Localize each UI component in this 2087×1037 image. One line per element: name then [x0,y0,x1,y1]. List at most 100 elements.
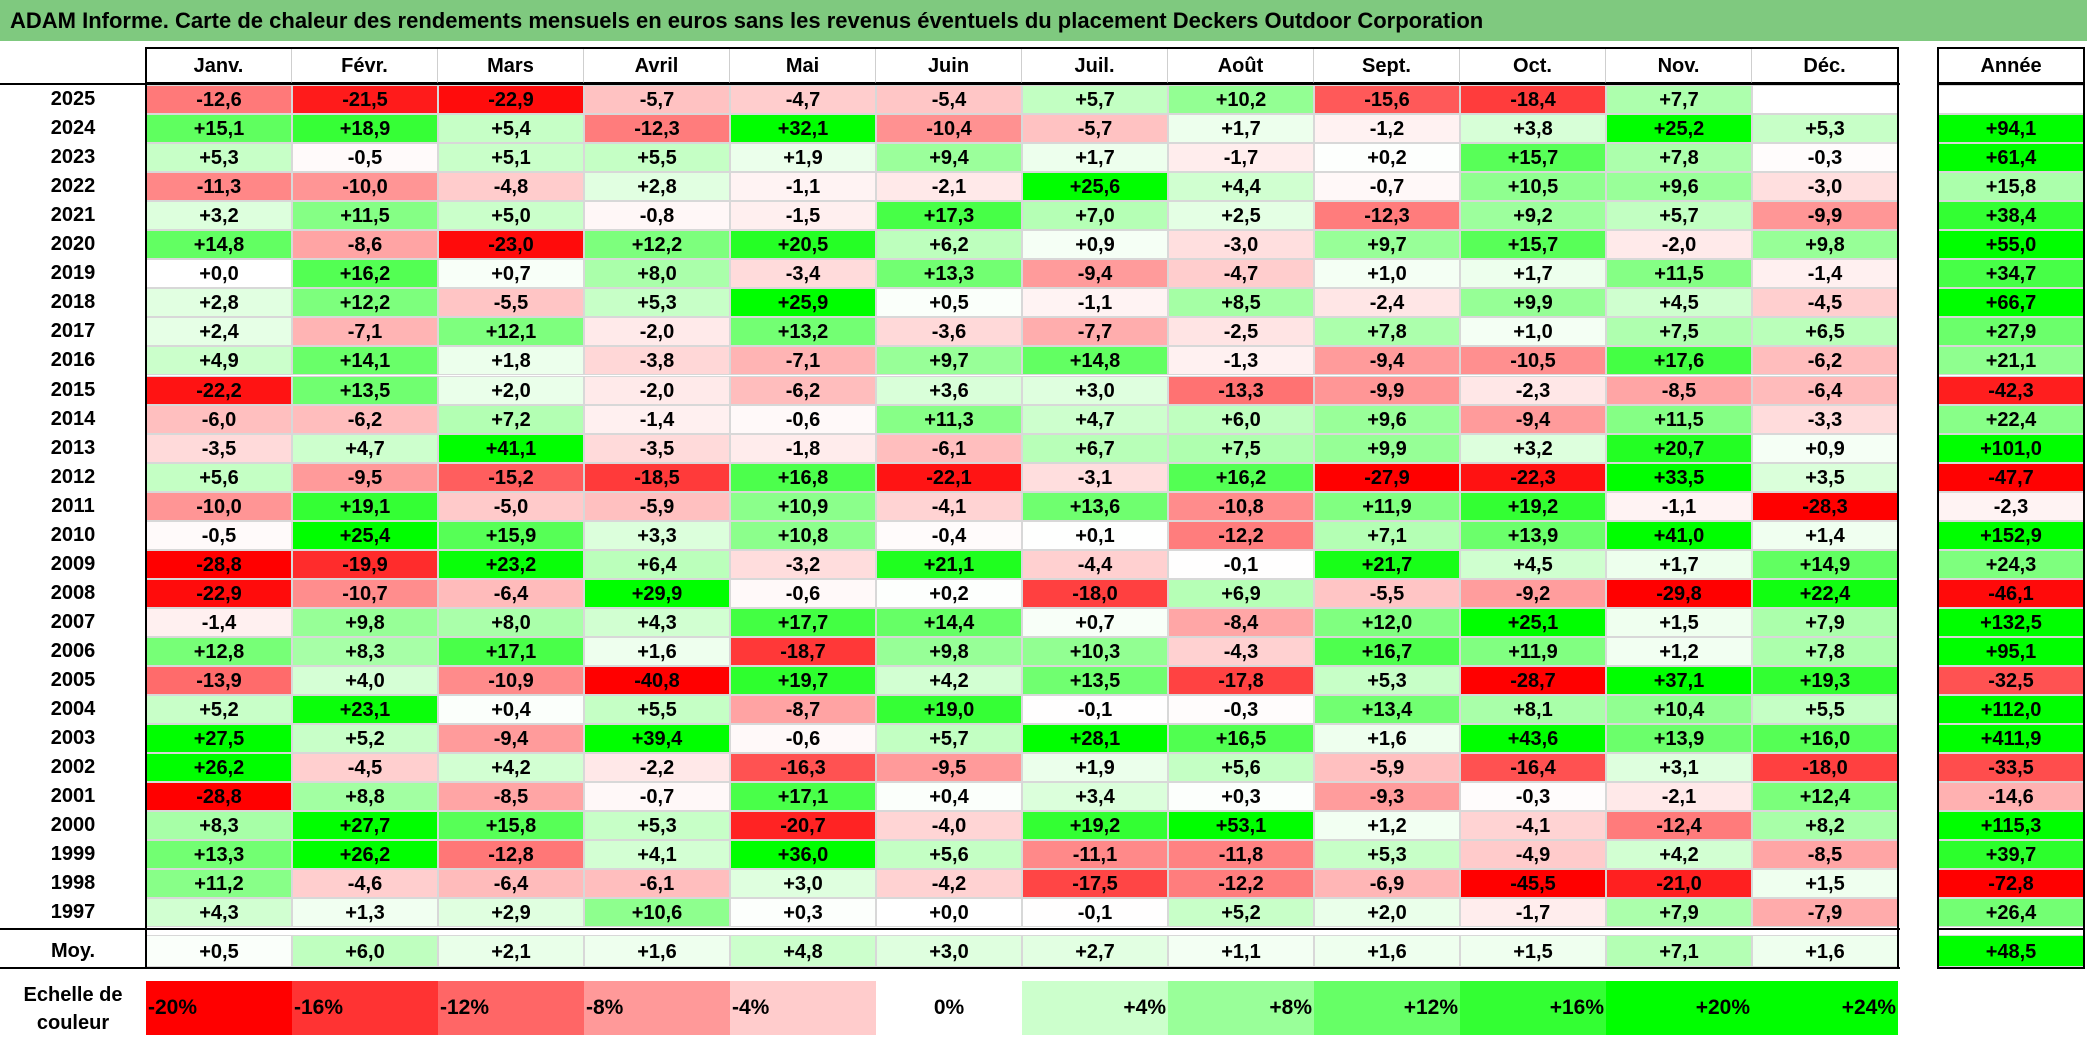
heatmap-cell: -0,6 [730,404,876,434]
heatmap-cell: -12,8 [438,840,584,870]
heatmap-cell: -7,7 [1022,317,1168,347]
average-cell: +1,6 [1314,935,1460,967]
heatmap-cell: +17,1 [438,636,584,666]
heatmap-cell: -4,1 [876,491,1022,521]
heatmap-cell: +11,5 [1606,404,1752,434]
heatmap-cell: +6,4 [584,549,730,579]
heatmap-cell: +8,3 [292,636,438,666]
heatmap-cell: +25,4 [292,520,438,550]
page-title: ADAM Informe. Carte de chaleur des rende… [0,0,2087,41]
heatmap-cell: -4,2 [876,869,1022,899]
heatmap-cell: +7,9 [1606,898,1752,928]
heatmap-cell: +19,3 [1752,666,1898,696]
heatmap-cell: -0,4 [876,520,1022,550]
heatmap-cell: +1,3 [292,898,438,928]
column-header: Avril [584,49,730,83]
heatmap-cell: +25,6 [1022,172,1168,202]
heatmap-cell: -13,9 [146,666,292,696]
heatmap-cell: -0,3 [1168,695,1314,725]
heatmap-cell: +5,2 [1168,898,1314,928]
heatmap-cell: -10,0 [146,491,292,521]
heatmap-cell: +0,5 [876,288,1022,318]
column-header: Mars [438,49,584,83]
heatmap-cell: +7,7 [1606,85,1752,115]
heatmap-cell: -4,5 [1752,288,1898,318]
heatmap-cell: -4,6 [292,869,438,899]
heatmap-cell: +3,3 [584,520,730,550]
heatmap-cell: -6,9 [1314,869,1460,899]
heatmap-cell: +25,9 [730,288,876,318]
column-header: Oct. [1460,49,1606,83]
heatmap-cell: +26,2 [146,753,292,783]
heatmap-cell: -18,0 [1752,753,1898,783]
heatmap-cell: -0,5 [292,143,438,173]
heatmap-cell: +9,2 [1460,201,1606,231]
average-cell: +1,6 [1752,935,1898,967]
heatmap-cell: +7,8 [1314,317,1460,347]
heatmap-cell: +4,3 [146,898,292,928]
heatmap-cell: -8,5 [1606,375,1752,405]
heatmap-cell: -6,4 [438,578,584,608]
heatmap-cell: -6,2 [1752,346,1898,376]
heatmap-cell: +29,9 [584,578,730,608]
heatmap-cell: +15,7 [1460,143,1606,173]
heatmap-cell: +36,0 [730,840,876,870]
heatmap-cell: -9,4 [438,724,584,754]
annual-cell: +115,3 [1938,811,2084,841]
heatmap-cell: -3,2 [730,549,876,579]
heatmap-cell: +6,0 [1168,404,1314,434]
heatmap-cell: +16,2 [1168,462,1314,492]
heatmap-cell: +0,3 [730,898,876,928]
heatmap-cell: -27,9 [1314,462,1460,492]
heatmap-cell: -19,9 [292,549,438,579]
column-header: Juil. [1022,49,1168,83]
heatmap-cell: -23,0 [438,230,584,260]
heatmap-cell: +5,3 [584,811,730,841]
heatmap-cell: +1,2 [1606,636,1752,666]
annual-cell: +34,7 [1938,259,2084,289]
heatmap-cell: -4,3 [1168,636,1314,666]
heatmap-cell: +4,2 [876,666,1022,696]
heatmap-cell: +19,7 [730,666,876,696]
annual-cell: +94,1 [1938,114,2084,144]
color-scale-swatch: +8% [1168,981,1314,1035]
heatmap-cell: +5,2 [292,724,438,754]
heatmap-cell: +17,7 [730,607,876,637]
heatmap-cell: +8,0 [438,607,584,637]
heatmap-cell: -22,9 [146,578,292,608]
heatmap-cell: +2,0 [1314,898,1460,928]
heatmap-cell: +5,2 [146,695,292,725]
heatmap-cell: +1,9 [730,143,876,173]
heatmap-cell: -6,0 [146,404,292,434]
heatmap-cell: +11,3 [876,404,1022,434]
heatmap-cell: +4,1 [584,840,730,870]
heatmap-cell: +0,4 [438,695,584,725]
heatmap-cell: -5,4 [876,85,1022,115]
heatmap-cell: +0,3 [1168,782,1314,812]
heatmap-cell: +11,5 [292,201,438,231]
heatmap-cell: +1,2 [1314,811,1460,841]
heatmap-cell: +39,4 [584,724,730,754]
average-cell: +4,8 [730,935,876,967]
heatmap-cell: -20,7 [730,811,876,841]
color-scale-swatch: +20% [1606,981,1752,1035]
annual-cell: +22,4 [1938,404,2084,434]
heatmap-cell: +15,8 [438,811,584,841]
heatmap-cell: -29,8 [1606,578,1752,608]
heatmap-cell: -4,8 [438,172,584,202]
heatmap-cell: -12,3 [584,114,730,144]
heatmap-cell: -1,5 [730,201,876,231]
heatmap-cell: +23,2 [438,549,584,579]
heatmap-cell: +9,6 [1606,172,1752,202]
heatmap-cell: -28,8 [146,549,292,579]
year-label: 2024 [50,117,96,140]
heatmap-cell: -3,3 [1752,404,1898,434]
annual-cell: -42,3 [1938,375,2084,405]
heatmap-cell: +37,1 [1606,666,1752,696]
color-scale-swatch: 0% [876,981,1022,1035]
heatmap-cell: -2,0 [584,375,730,405]
heatmap-cell: +16,2 [292,259,438,289]
heatmap-cell: +27,7 [292,811,438,841]
heatmap-cell: -13,3 [1168,375,1314,405]
heatmap-cell: +53,1 [1168,811,1314,841]
